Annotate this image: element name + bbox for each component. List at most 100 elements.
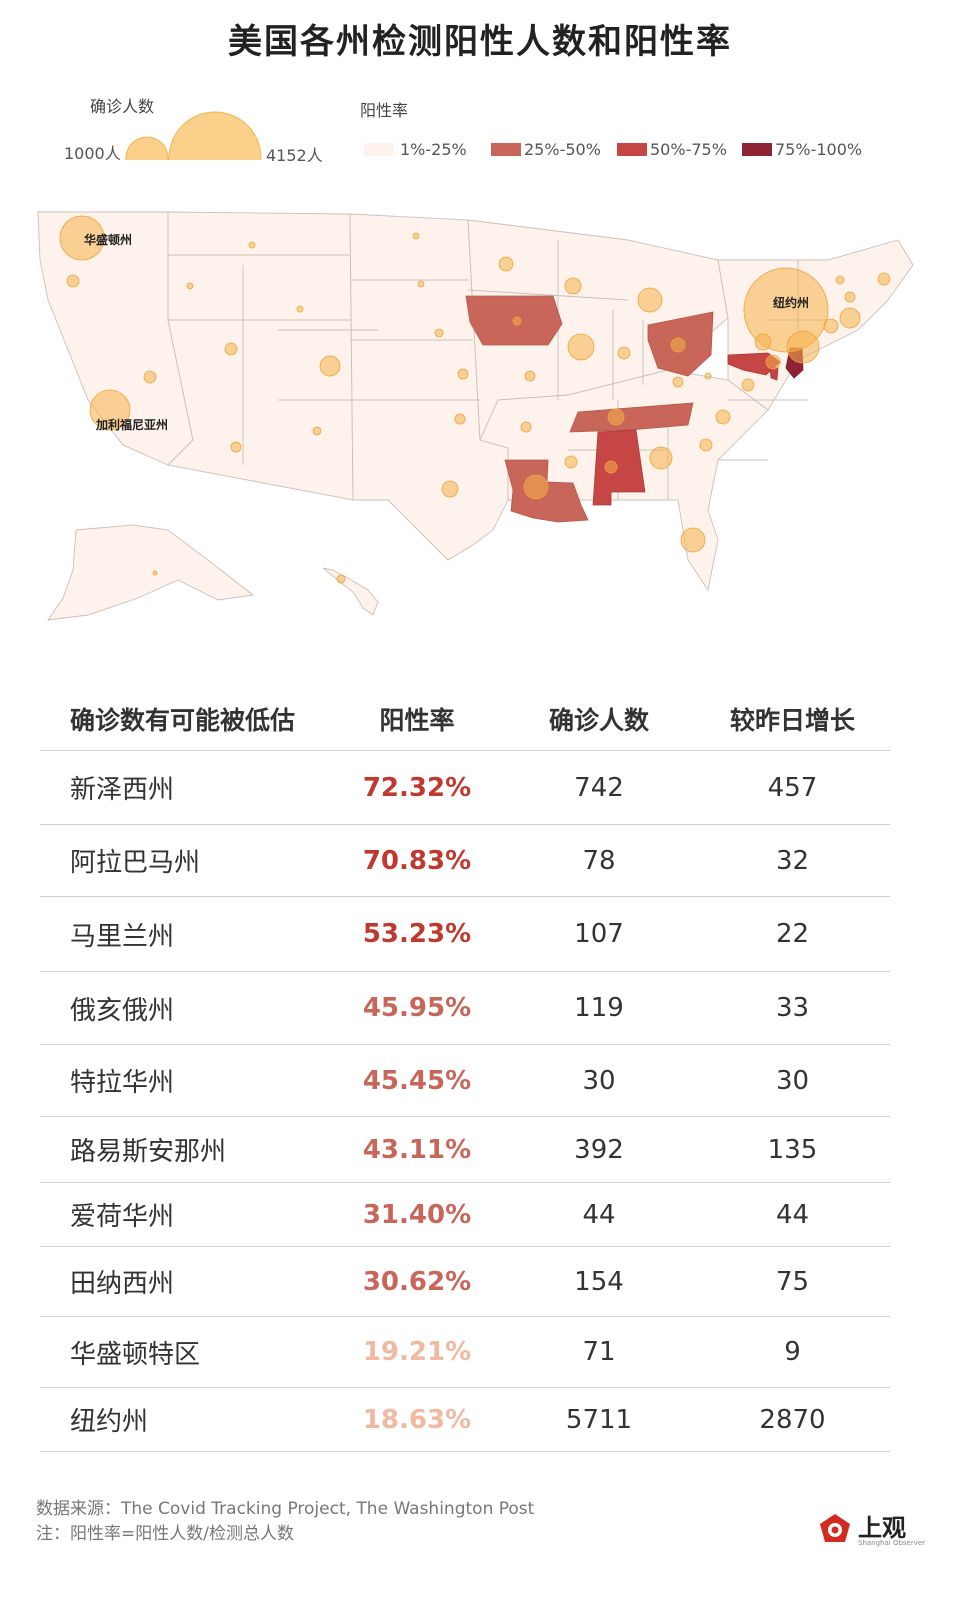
bubble-pennsylvania <box>754 333 772 351</box>
cell-state: 马里兰州 <box>40 896 331 972</box>
logo-subtitle: Shanghai Observer <box>858 1539 926 1547</box>
cell-cases: 154 <box>503 1246 695 1317</box>
cell-cases: 78 <box>503 824 695 897</box>
bubble-hawaii <box>336 574 346 584</box>
us-map: 华盛顿州 加利福尼亚州 纽约州 <box>28 200 938 630</box>
header-cases: 确诊人数 <box>503 688 695 751</box>
cell-state: 纽约州 <box>40 1387 331 1452</box>
us-map-svg: 华盛顿州 加利福尼亚州 纽约州 <box>37 211 914 621</box>
state-tennessee <box>569 402 694 433</box>
map-label-newyork: 纽约州 <box>773 295 809 310</box>
bubble-newyork <box>743 267 829 353</box>
header-rate: 阳性率 <box>331 688 503 751</box>
cell-rate: 31.40% <box>331 1182 503 1247</box>
bubble-mississippi <box>564 455 578 469</box>
cell-cases: 107 <box>503 896 695 972</box>
bubble-oklahoma <box>454 413 466 425</box>
bubble-texas <box>441 480 459 498</box>
bubble-nevada <box>143 370 157 384</box>
legend-circle-large <box>168 111 262 160</box>
bubble-kentucky <box>672 376 684 388</box>
table-row: 爱荷华州 31.40% 44 44 <box>40 1182 890 1247</box>
legend-bin-1-label: 1%-25% <box>400 140 467 159</box>
cell-state: 爱荷华州 <box>40 1182 331 1247</box>
cell-cases: 119 <box>503 971 695 1045</box>
map-label-california: 加利福尼亚州 <box>95 417 168 432</box>
cell-state: 华盛顿特区 <box>40 1316 331 1388</box>
cell-state: 路易斯安那州 <box>40 1116 331 1183</box>
legend-swatch-3 <box>617 143 647 156</box>
legend-circle-small <box>125 136 169 160</box>
state-hawaii <box>322 567 379 616</box>
legend-size-small-label: 1000人 <box>64 144 121 163</box>
logo-mark-icon <box>820 1514 850 1542</box>
bubble-tennessee <box>607 408 625 426</box>
cell-state: 特拉华州 <box>40 1044 331 1117</box>
bubble-alabama <box>604 460 618 474</box>
bubble-virginia <box>741 378 755 392</box>
cell-rate: 72.32% <box>331 750 503 825</box>
bubble-kansas <box>457 368 469 380</box>
map-label-washington: 华盛顿州 <box>84 232 132 247</box>
cell-cases: 44 <box>503 1182 695 1247</box>
header-increase: 较昨日增长 <box>695 688 890 751</box>
cell-increase: 2870 <box>695 1387 890 1452</box>
table-row: 马里兰州 53.23% 107 22 <box>40 896 890 972</box>
bubble-florida <box>680 527 706 553</box>
cell-increase: 75 <box>695 1246 890 1317</box>
legend-size-large-label: 4152人 <box>266 146 323 165</box>
legend-swatch-4 <box>742 143 772 156</box>
bubble-georgia <box>649 446 673 470</box>
legend-bin-3-label: 50%-75% <box>650 140 727 159</box>
bubble-wisconsin <box>564 277 582 295</box>
bubble-newmexico <box>312 426 322 436</box>
bubble-wyoming <box>296 305 304 313</box>
legend-cases-label: 确诊人数 <box>90 97 155 116</box>
bubble-arizona <box>230 441 242 453</box>
legend-swatch-2 <box>491 143 521 156</box>
cell-increase: 457 <box>695 750 890 825</box>
cell-increase: 33 <box>695 971 890 1045</box>
bubble-montana <box>248 241 256 249</box>
bubble-southdakota <box>417 280 425 288</box>
bubble-colorado <box>319 355 341 377</box>
bubble-northdakota <box>412 232 420 240</box>
bubble-michigan <box>637 287 663 313</box>
state-delaware <box>769 367 779 381</box>
bubble-massachusetts <box>839 307 861 329</box>
bubble-louisiana <box>523 474 549 500</box>
bubble-iowa <box>512 316 522 326</box>
cell-rate: 30.62% <box>331 1246 503 1317</box>
table-header-row: 确诊数有可能被低估 阳性率 确诊人数 较昨日增长 <box>40 688 890 751</box>
state-alaska <box>47 524 255 621</box>
bubble-connecticut <box>823 318 839 334</box>
bubble-indiana <box>617 346 631 360</box>
cell-state: 新泽西州 <box>40 750 331 825</box>
cell-cases: 5711 <box>503 1387 695 1452</box>
cell-rate: 45.45% <box>331 1044 503 1117</box>
cell-increase: 44 <box>695 1182 890 1247</box>
cell-rate: 18.63% <box>331 1387 503 1452</box>
cell-rate: 43.11% <box>331 1116 503 1183</box>
bubble-vermont <box>835 275 845 285</box>
cell-state: 俄亥俄州 <box>40 971 331 1045</box>
bubble-utah <box>224 342 238 356</box>
cell-cases: 742 <box>503 750 695 825</box>
legend-swatch-1 <box>364 143 394 156</box>
header-state: 确诊数有可能被低估 <box>40 688 331 751</box>
table-row: 阿拉巴马州 70.83% 78 32 <box>40 824 890 897</box>
cell-state: 田纳西州 <box>40 1246 331 1317</box>
legend-bin-4-label: 75%-100% <box>775 140 863 159</box>
bubble-newjersey <box>786 330 820 364</box>
table-row: 田纳西州 30.62% 154 75 <box>40 1246 890 1317</box>
shangguan-logo: 上观 Shanghai Observer <box>818 1508 928 1554</box>
cell-increase: 30 <box>695 1044 890 1117</box>
formula-note: 注：阳性率=阳性人数/检测总人数 <box>36 1524 294 1544</box>
bubble-newhampshire <box>844 291 856 303</box>
bubble-minnesota <box>498 256 514 272</box>
cell-increase: 135 <box>695 1116 890 1183</box>
bubble-ohio <box>670 337 686 353</box>
bubble-arkansas <box>520 421 532 433</box>
bubble-missouri <box>524 370 536 382</box>
bubble-illinois <box>567 333 595 361</box>
